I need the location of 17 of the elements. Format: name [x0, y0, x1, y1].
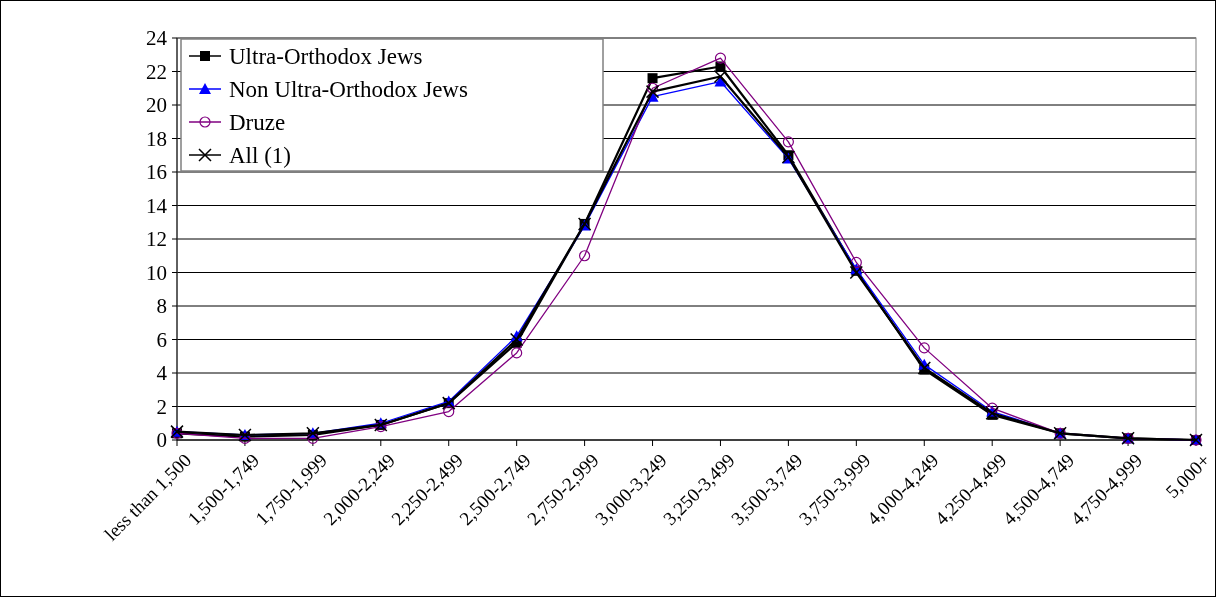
y-tick-label: 8 — [156, 294, 167, 319]
y-tick-label: 18 — [146, 126, 167, 151]
y-tick-label: 20 — [146, 93, 167, 118]
y-tick-label: 16 — [146, 160, 167, 185]
y-tick-label: 10 — [146, 260, 167, 285]
legend-label: Non Ultra-Orthodox Jews — [229, 77, 468, 103]
y-tick-label: 6 — [156, 327, 167, 352]
y-tick-label: 2 — [156, 394, 167, 419]
legend-label: All (1) — [229, 143, 291, 169]
y-tick-label: 14 — [146, 193, 168, 218]
y-tick-label: 4 — [156, 361, 168, 386]
legend-label: Ultra-Orthodox Jews — [229, 44, 423, 70]
y-tick-label: 0 — [156, 428, 167, 453]
y-tick-label: 24 — [146, 26, 168, 51]
y-tick-label: 12 — [146, 227, 167, 252]
legend-label: Druze — [229, 110, 286, 136]
y-tick-label: 22 — [146, 59, 167, 84]
